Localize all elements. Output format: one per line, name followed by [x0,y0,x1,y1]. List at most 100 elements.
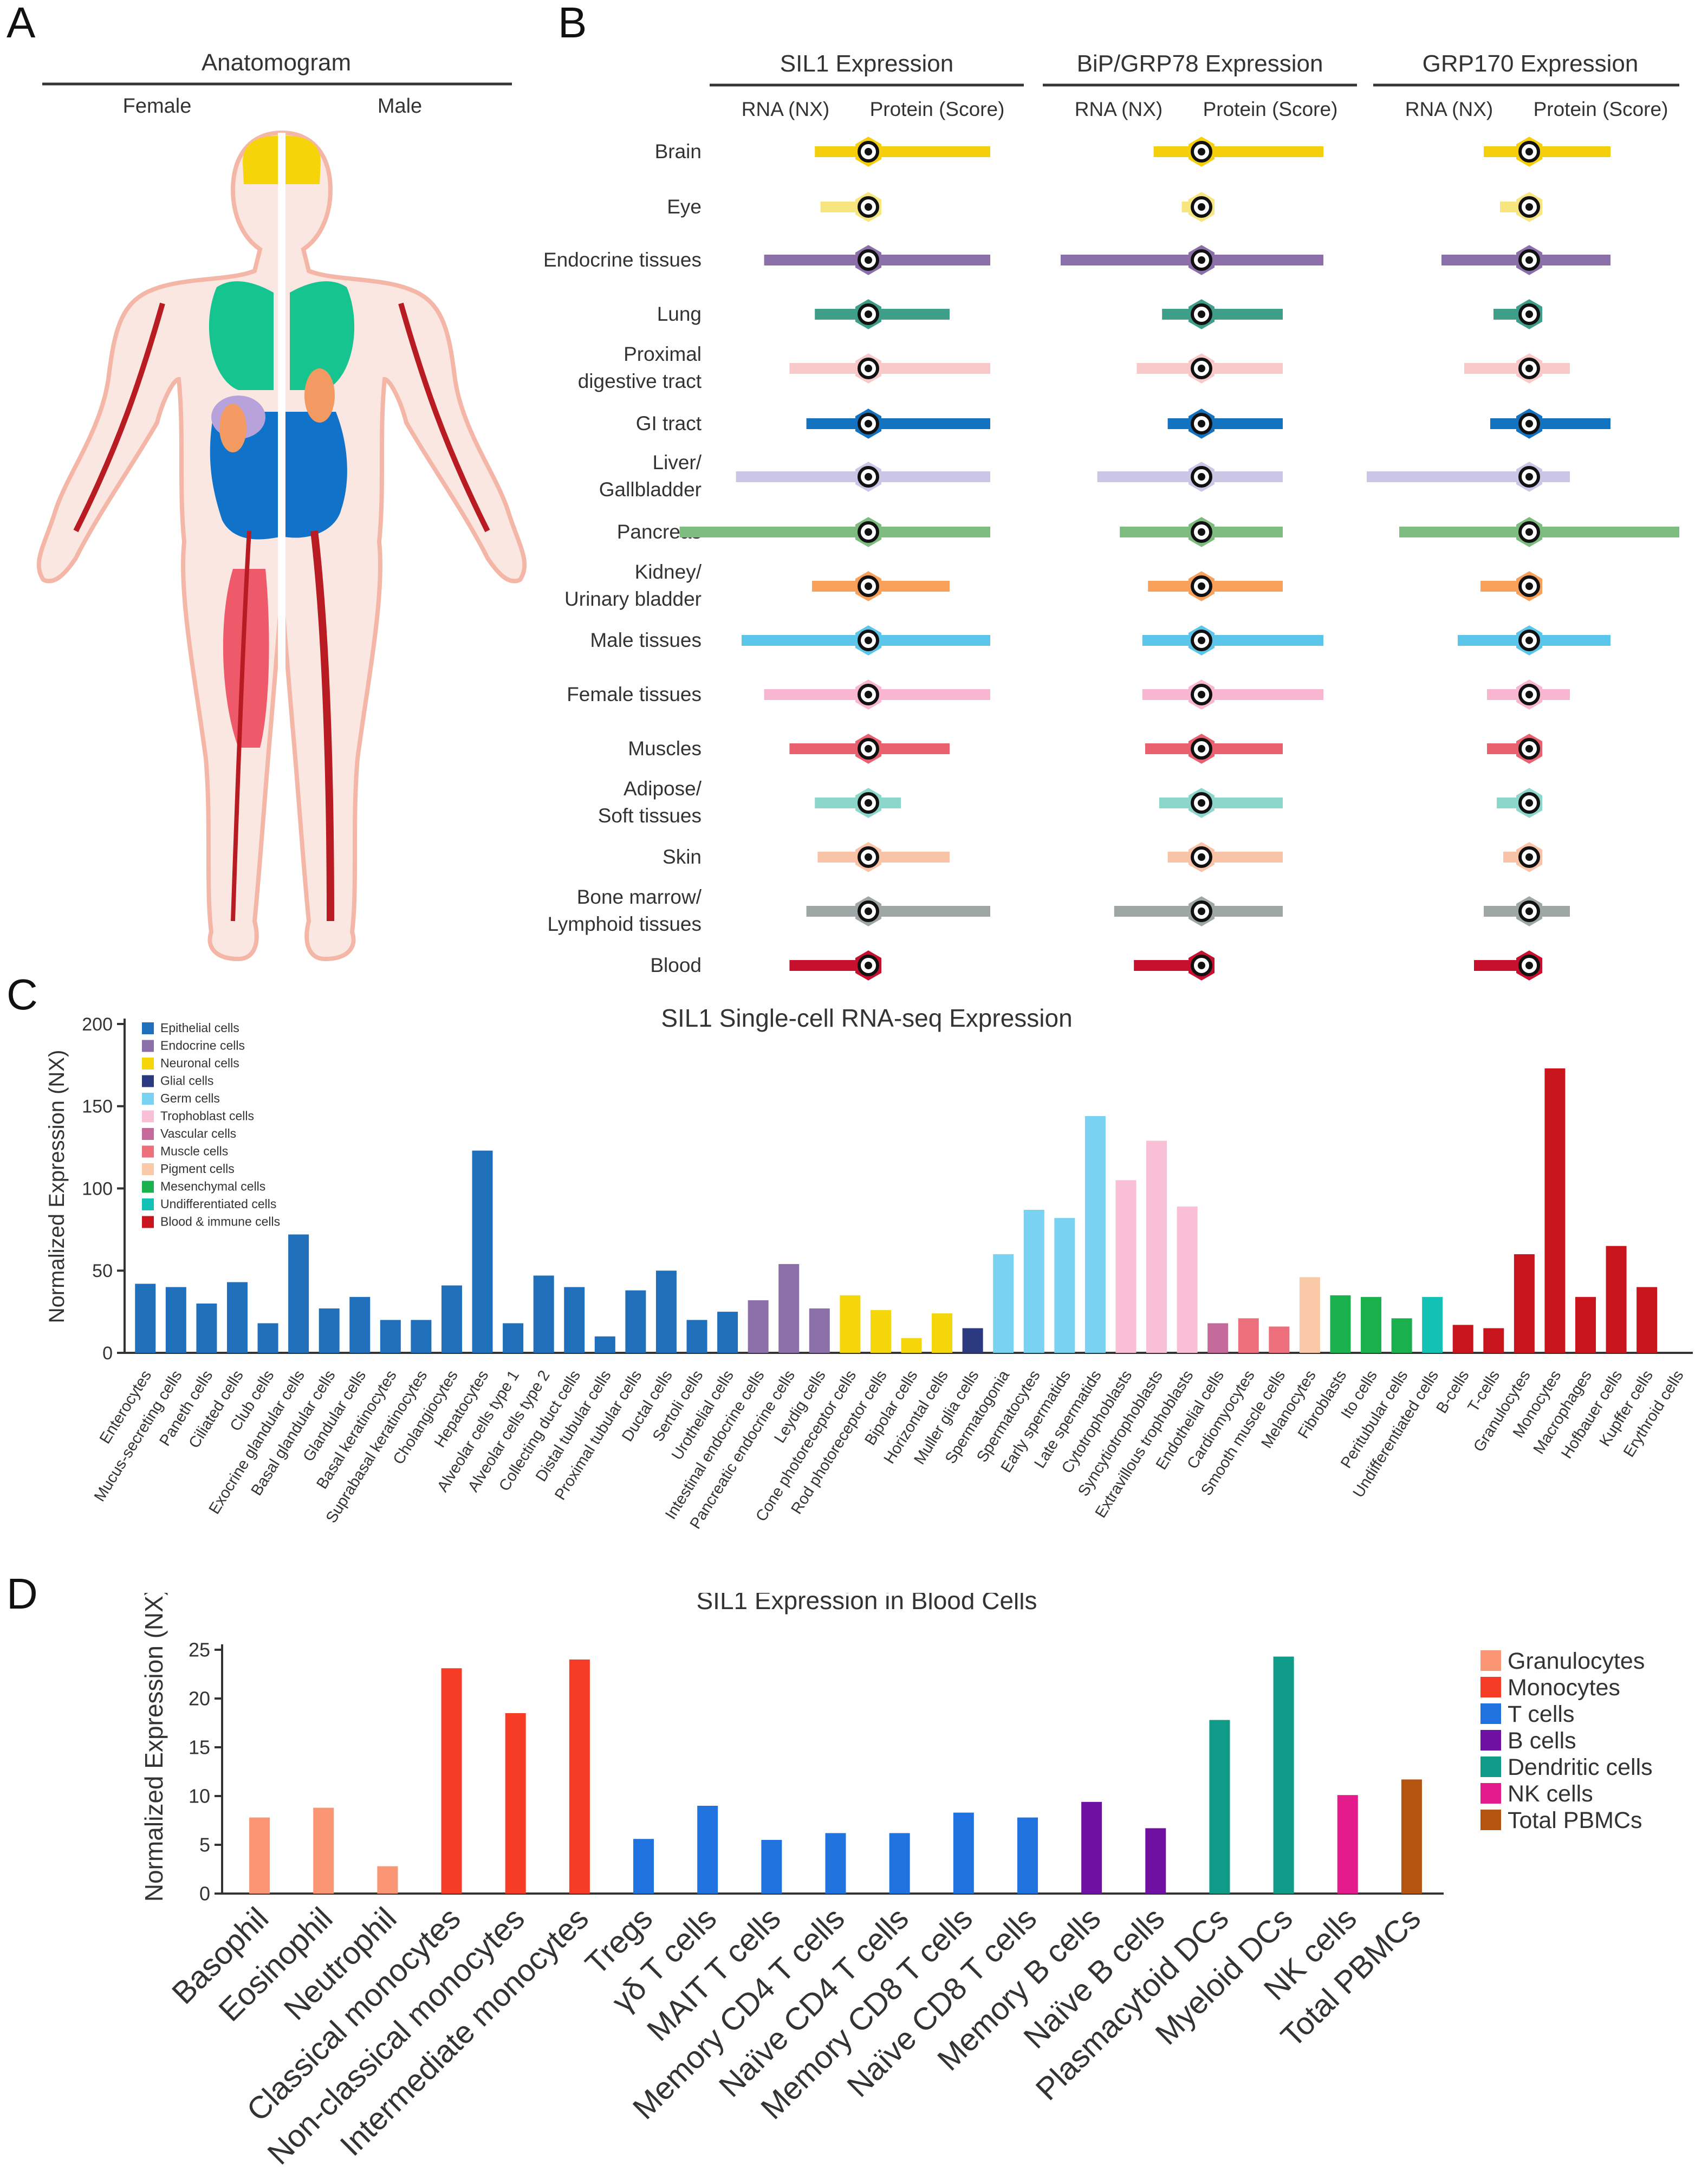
tissue-icon-core [1525,528,1533,536]
anatomogram-title: Anatomogram [202,49,351,76]
chart-title: SIL1 Single-cell RNA-seq Expression [661,1004,1072,1032]
bar [226,1282,248,1353]
bar [1017,1817,1038,1894]
rna-bar [1097,471,1202,482]
tissue-icon-core [1525,365,1533,372]
bar [1145,1828,1166,1894]
bar [697,1806,718,1894]
rna-bar [806,906,868,917]
bar [380,1320,401,1353]
bar [625,1290,646,1353]
legend-swatch [1480,1783,1501,1804]
tissue-icon-core [1198,148,1205,155]
tissue-label-line: Adipose/ [624,777,702,800]
protein-bar [1202,309,1283,320]
bar [633,1839,654,1894]
tissue-label: Male tissues [590,629,702,651]
bar [377,1866,398,1894]
protein-bar [1529,255,1610,265]
rna-bar [1142,689,1202,700]
tissue-icon-core [865,310,872,318]
tissue-icon-core [1198,962,1205,969]
bar [564,1287,585,1353]
protein-bar [868,471,990,482]
protein-bar [868,852,950,863]
bar [778,1264,800,1353]
bar [993,1254,1014,1353]
bar [901,1338,922,1353]
bar [1575,1297,1596,1353]
panel-letter-b: B [558,0,587,47]
rna-bar [764,689,868,700]
protein-bar [1202,852,1283,863]
y-tick-label: 5 [199,1834,210,1856]
protein-bar [1202,363,1283,374]
bar [1391,1318,1412,1353]
rna-bar [789,363,868,374]
bar [686,1320,707,1353]
tissue-icon-core [1525,637,1533,644]
expression-group-1: BiP/GRP78 Expression RNA (NX) Protein (Sco… [1043,50,1357,120]
protein-bar [868,363,990,374]
tissue-icon-core [1198,310,1205,318]
tissue-label: Eye [667,196,702,218]
legend-swatch [142,1181,154,1193]
protein-bar [1202,581,1283,592]
tissue-label: Kidney/Urinary bladder [564,561,702,610]
legend-swatch [142,1163,154,1175]
bar [809,1308,830,1353]
bar [165,1287,186,1353]
tissue-icon-core [1198,528,1205,536]
tissue-row: Brain [655,137,1610,167]
protein-bar [1529,635,1610,646]
legend-label: Blood & immune cells [160,1215,280,1229]
bar [932,1313,953,1353]
rna-header: RNA (NX) [742,98,829,120]
legend-label: Vascular cells [160,1126,236,1140]
bar [196,1303,217,1353]
tissue-icon-core [865,256,872,264]
bar [655,1270,677,1353]
rna-bar [742,635,868,646]
kidney-left [219,404,246,452]
y-tick-label: 100 [82,1178,113,1199]
bar [1054,1218,1075,1353]
rna-header: RNA (NX) [1405,98,1493,120]
protein-bar [868,146,990,157]
bar [1177,1206,1198,1353]
muscle-thigh [223,569,269,748]
legend-label: Muscle cells [160,1144,228,1158]
artery-right-leg [310,530,334,922]
rna-bar [1458,635,1529,646]
bar [257,1323,278,1353]
tissue-label-line: Lymphoid tissues [548,913,702,935]
tissue-row: Bone marrow/Lymphoid tissues [548,886,1570,935]
rna-bar [806,418,868,429]
artery-left-leg [231,530,251,922]
bar [1084,1116,1106,1353]
tissue-row: Proximal digestive tract [578,343,1570,392]
bar [594,1336,615,1353]
tissue-label: Muscles [628,737,702,760]
chart-title: SIL1 Expression in Blood Cells [697,1593,1037,1615]
tissue-label: Lung [657,303,702,325]
legend-label: NK cells [1508,1781,1593,1807]
tissue-row: Female tissues [567,679,1570,710]
tissue-icon-core [1198,420,1205,427]
tissue-icon-core [1525,962,1533,969]
tissue-icon-core [1525,745,1533,753]
tissue-icon-core [1198,473,1205,481]
protein-bar [1529,527,1679,537]
protein-bar [1202,798,1283,808]
tissue-row: Skin [663,842,1542,872]
rna-bar [1136,363,1202,374]
rna-bar [764,255,868,265]
tissue-icon-core [865,582,872,590]
rna-bar [1474,960,1529,971]
protein-bar [1529,418,1610,429]
bar [1544,1068,1566,1353]
y-tick-label: 20 [189,1688,210,1710]
rna-bar [1441,255,1529,265]
rna-bar [1464,363,1529,374]
protein-bar [1202,689,1323,700]
